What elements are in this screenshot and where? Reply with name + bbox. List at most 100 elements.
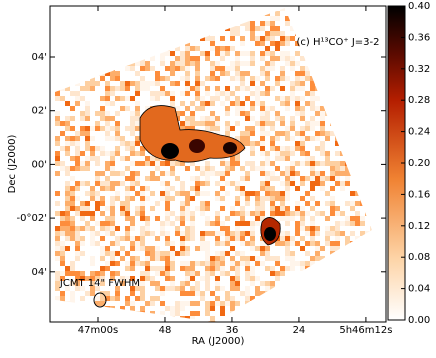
map-pixel (175, 231, 180, 236)
map-pixel (185, 196, 190, 201)
map-pixel (205, 271, 210, 276)
map-pixel (325, 76, 330, 81)
map-pixel (65, 21, 70, 26)
map-pixel (80, 41, 85, 46)
map-pixel (75, 136, 80, 141)
map-pixel (315, 21, 320, 26)
map-pixel (125, 261, 130, 266)
map-pixel (100, 311, 105, 316)
map-pixel (165, 306, 170, 311)
map-pixel (120, 306, 125, 311)
map-pixel (50, 166, 55, 171)
map-pixel (295, 201, 300, 206)
map-pixel (180, 76, 185, 81)
map-pixel (235, 31, 240, 36)
map-pixel (230, 206, 235, 211)
map-pixel (80, 166, 85, 171)
map-pixel (225, 26, 230, 31)
map-title: (c) H¹³CO⁺ J=3-2 (297, 37, 380, 48)
map-pixel (215, 86, 220, 91)
map-pixel (135, 16, 140, 21)
map-pixel (355, 8, 360, 11)
map-pixel (350, 191, 355, 196)
map-pixel (275, 41, 280, 46)
map-pixel (85, 201, 90, 206)
map-pixel (55, 211, 60, 216)
map-pixel (255, 86, 260, 91)
map-pixel (280, 266, 285, 271)
map-pixel (360, 201, 365, 206)
map-pixel (300, 216, 305, 221)
map-pixel (340, 231, 345, 236)
map-pixel (375, 196, 380, 201)
map-pixel (375, 276, 380, 281)
map-pixel (375, 161, 380, 166)
map-pixel (105, 176, 110, 181)
map-pixel (220, 306, 225, 311)
map-pixel (320, 306, 325, 311)
map-pixel (285, 36, 290, 41)
map-pixel (330, 31, 335, 36)
map-pixel (140, 286, 145, 291)
map-pixel (215, 61, 220, 66)
map-pixel (345, 276, 350, 281)
map-pixel (355, 136, 360, 141)
map-pixel (115, 171, 120, 176)
map-pixel (100, 116, 105, 121)
map-pixel (230, 261, 235, 266)
map-pixel (350, 76, 355, 81)
map-pixel (220, 311, 225, 316)
map-pixel (140, 161, 145, 166)
map-pixel (330, 226, 335, 231)
map-pixel (370, 76, 372, 81)
map-pixel (370, 236, 372, 241)
map-pixel (80, 181, 85, 186)
map-pixel (200, 191, 205, 196)
map-pixel (170, 251, 175, 256)
map-pixel (250, 8, 255, 11)
map-pixel (290, 96, 295, 101)
map-pixel (135, 211, 140, 216)
map-pixel (300, 316, 305, 321)
map-pixel (100, 211, 105, 216)
map-pixel (65, 226, 70, 231)
map-pixel (210, 301, 215, 306)
map-pixel (170, 26, 175, 31)
map-pixel (95, 231, 100, 236)
map-pixel (110, 61, 115, 66)
map-pixel (310, 171, 315, 176)
map-pixel (280, 96, 285, 101)
map-pixel (70, 26, 75, 31)
map-pixel (305, 151, 310, 156)
map-pixel (310, 291, 315, 296)
map-pixel (340, 301, 345, 306)
map-pixel (135, 111, 140, 116)
map-pixel (145, 246, 150, 251)
map-pixel (315, 76, 320, 81)
map-pixel (290, 266, 295, 271)
map-pixel (275, 56, 280, 61)
map-pixel (235, 281, 240, 286)
map-pixel (170, 221, 175, 226)
map-pixel (55, 251, 60, 256)
map-pixel (320, 211, 325, 216)
map-pixel (70, 116, 75, 121)
map-pixel (275, 276, 280, 281)
map-pixel (320, 76, 325, 81)
map-pixel (325, 51, 330, 56)
map-pixel (110, 201, 115, 206)
map-pixel (185, 66, 190, 71)
map-pixel (75, 21, 80, 26)
map-pixel (105, 266, 110, 271)
map-pixel (105, 221, 110, 226)
map-pixel (260, 241, 265, 246)
map-pixel (360, 291, 365, 296)
map-pixel (245, 61, 250, 66)
map-pixel (280, 301, 285, 306)
map-pixel (360, 221, 365, 226)
map-pixel (70, 306, 75, 311)
map-pixel (190, 116, 195, 121)
map-pixel (275, 191, 280, 196)
map-pixel (185, 246, 190, 251)
map-pixel (180, 191, 185, 196)
